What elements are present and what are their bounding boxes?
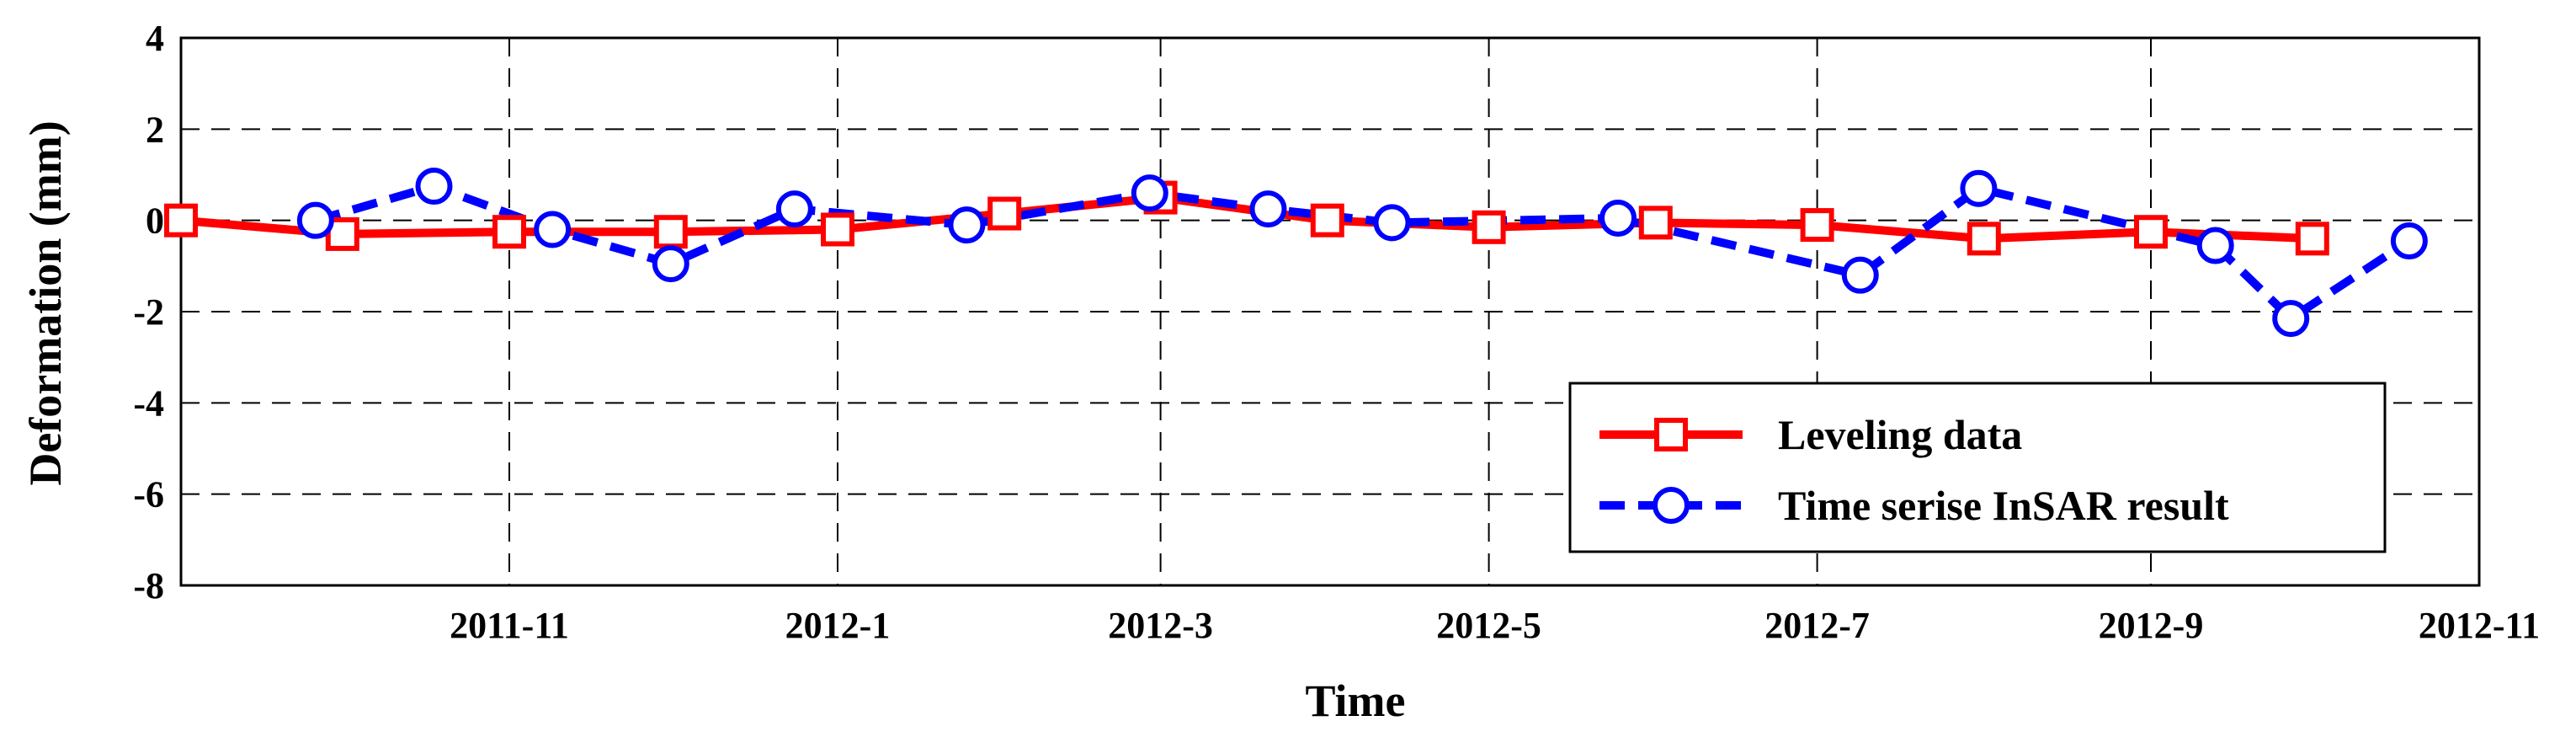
- data-point-1: [948, 206, 986, 244]
- data-point-1: [1131, 174, 1168, 212]
- data-point-1: [1960, 169, 1998, 207]
- x-tick-label: 2012-9: [2099, 605, 2204, 646]
- x-axis-title: Time: [1306, 676, 1406, 726]
- series-layer: [164, 168, 2428, 338]
- data-point-0: [1472, 210, 1506, 244]
- data-point-0: [987, 196, 1022, 231]
- x-tick-label: 2012-7: [1764, 605, 1870, 646]
- legend-box: [1568, 382, 2387, 553]
- data-point-1: [1599, 199, 1637, 237]
- data-point-0: [821, 212, 854, 247]
- data-point-1: [1373, 204, 1411, 242]
- legend: Leveling data Time serise InSAR result: [1568, 382, 2387, 553]
- data-point-0: [1638, 206, 1673, 240]
- data-point-0: [1800, 208, 1834, 243]
- y-tick-label: -2: [133, 291, 164, 333]
- data-point-0: [653, 215, 688, 249]
- data-point-1: [296, 201, 334, 239]
- x-tick-label: 2012-5: [1436, 605, 1541, 646]
- y-tick-label: 4: [146, 18, 164, 59]
- data-point-1: [2272, 300, 2310, 338]
- y-axis-title: Deformation (mm): [20, 120, 71, 485]
- data-point-0: [1967, 222, 2001, 256]
- x-tick-label: 2012-3: [1108, 605, 1213, 646]
- x-tick-label: 2012-11: [2419, 605, 2540, 646]
- legend-label-insar: Time serise InSAR result: [1778, 482, 2229, 529]
- data-point-1: [534, 211, 572, 248]
- data-point-1: [1841, 256, 1879, 294]
- y-tick-label: -6: [133, 474, 164, 515]
- data-point-1: [1249, 190, 1287, 228]
- tick-layer: 4 2 0 -2 -4 -6 -8 2011-11 2012-1 2012-3 2012-5 2012…: [133, 18, 2540, 646]
- y-tick-label: 2: [146, 109, 164, 150]
- legend-label-leveling: Leveling data: [1778, 411, 2022, 458]
- data-point-0: [1310, 203, 1344, 238]
- legend-marker-insar: [1653, 487, 1690, 524]
- data-point-1: [415, 168, 453, 206]
- data-point-1: [775, 190, 813, 228]
- data-point-0: [2295, 222, 2329, 256]
- x-tick-label: 2011-11: [450, 605, 569, 646]
- plot-frame: [179, 36, 2481, 587]
- y-tick-label: 0: [146, 200, 164, 242]
- data-point-0: [2134, 215, 2168, 249]
- data-point-0: [164, 203, 198, 238]
- data-point-1: [652, 245, 689, 283]
- y-tick-label: -4: [133, 382, 164, 424]
- data-point-1: [2390, 222, 2428, 260]
- y-tick-label: -8: [133, 565, 164, 606]
- x-tick-label: 2012-1: [785, 605, 891, 646]
- legend-marker-leveling: [1654, 418, 1688, 451]
- data-point-0: [492, 215, 526, 249]
- data-point-1: [2196, 227, 2234, 264]
